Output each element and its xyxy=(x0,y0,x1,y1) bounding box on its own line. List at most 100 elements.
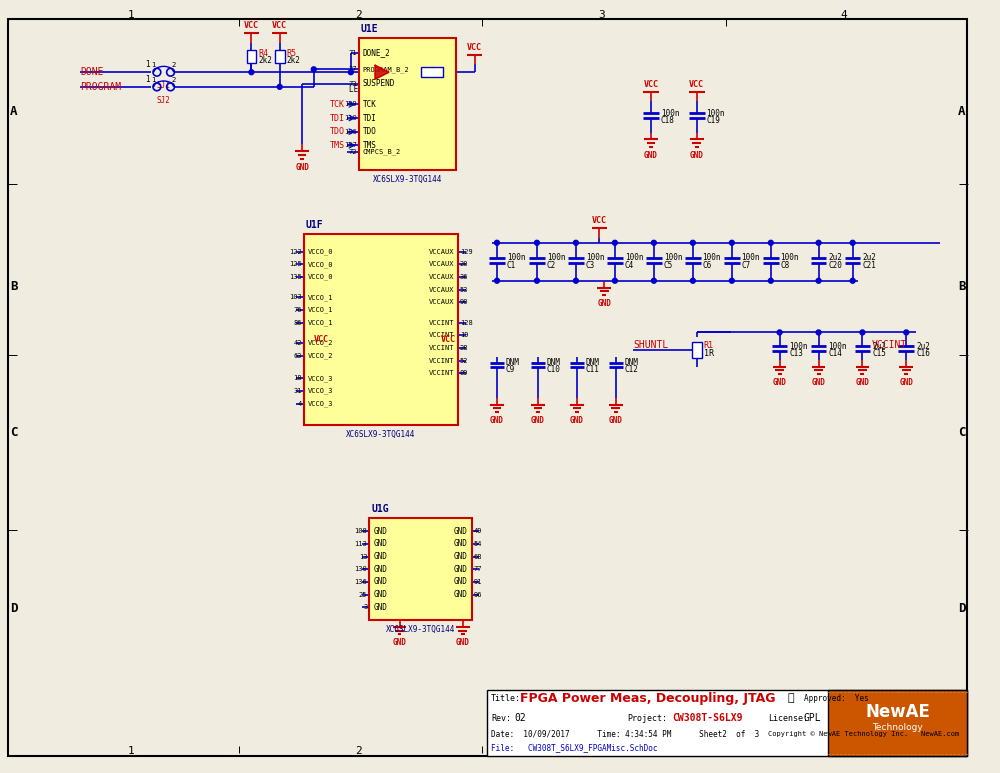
Text: C13: C13 xyxy=(789,349,803,359)
Text: 31: 31 xyxy=(294,388,302,394)
Circle shape xyxy=(612,240,617,245)
Text: Approved:  Yes: Approved: Yes xyxy=(804,694,869,703)
Text: GND: GND xyxy=(373,552,387,561)
Text: 96: 96 xyxy=(474,591,482,598)
Circle shape xyxy=(860,330,865,335)
Text: Project:: Project: xyxy=(628,713,668,723)
Text: VCC: VCC xyxy=(272,22,287,30)
Circle shape xyxy=(816,240,821,245)
Text: SJ2: SJ2 xyxy=(157,96,171,104)
Text: 1R: 1R xyxy=(704,349,714,359)
Text: GND: GND xyxy=(531,416,545,425)
Text: GND: GND xyxy=(454,577,468,587)
Text: Technology: Technology xyxy=(872,723,923,731)
Text: 100n: 100n xyxy=(781,254,799,262)
Text: 54: 54 xyxy=(474,541,482,547)
Text: B: B xyxy=(958,280,966,293)
Circle shape xyxy=(495,240,499,245)
Text: 2: 2 xyxy=(172,77,176,83)
Text: 100n: 100n xyxy=(828,342,847,350)
Text: VCC: VCC xyxy=(314,335,329,344)
Text: GND: GND xyxy=(373,590,387,599)
Text: C9: C9 xyxy=(506,365,515,374)
Text: DONE: DONE xyxy=(80,67,103,77)
Text: Copyright © NewAE Technology Inc.   NewAE.com: Copyright © NewAE Technology Inc. NewAE.… xyxy=(768,731,959,737)
Text: 1: 1 xyxy=(145,75,150,84)
Text: GND: GND xyxy=(373,577,387,587)
Text: C15: C15 xyxy=(872,349,886,359)
Text: GND: GND xyxy=(373,540,387,548)
Text: U1G: U1G xyxy=(371,504,389,513)
Text: DNM: DNM xyxy=(547,358,561,367)
Text: 2: 2 xyxy=(172,63,176,68)
Text: DNM: DNM xyxy=(625,358,639,367)
Text: B: B xyxy=(10,280,17,293)
Text: 130: 130 xyxy=(355,566,367,572)
Text: GND: GND xyxy=(570,416,584,425)
Text: D: D xyxy=(958,601,966,615)
Text: VCCINT: VCCINT xyxy=(429,320,454,325)
Text: 2u2: 2u2 xyxy=(828,254,842,262)
Text: 122: 122 xyxy=(289,248,302,254)
Text: GND: GND xyxy=(456,638,470,648)
Circle shape xyxy=(535,240,539,245)
Text: GND: GND xyxy=(454,565,468,574)
Circle shape xyxy=(768,240,773,245)
Circle shape xyxy=(573,278,578,283)
Circle shape xyxy=(249,70,254,75)
Text: DNM: DNM xyxy=(586,358,600,367)
Text: Date:  10/09/2017      Time: 4:34:54 PM      Sheet2  of  3: Date: 10/09/2017 Time: 4:34:54 PM Sheet2… xyxy=(491,730,759,738)
Text: GND: GND xyxy=(899,378,913,387)
Circle shape xyxy=(311,66,316,72)
Text: VCCO_2: VCCO_2 xyxy=(308,340,333,346)
Text: VCCAUX: VCCAUX xyxy=(429,287,454,292)
Text: VCCO_1: VCCO_1 xyxy=(308,319,333,326)
Text: TDI: TDI xyxy=(363,114,376,122)
Text: 4: 4 xyxy=(841,10,847,20)
Text: C: C xyxy=(10,426,17,439)
Circle shape xyxy=(850,240,855,245)
Text: 36: 36 xyxy=(460,274,468,280)
Text: 100n: 100n xyxy=(664,254,682,262)
Text: PROGRAM_B_2: PROGRAM_B_2 xyxy=(363,66,409,73)
Text: 103: 103 xyxy=(289,295,302,301)
Text: GND: GND xyxy=(373,565,387,574)
Text: VCCAUX: VCCAUX xyxy=(429,261,454,267)
Text: 25: 25 xyxy=(359,591,367,598)
Circle shape xyxy=(729,240,734,245)
Text: 37: 37 xyxy=(348,66,357,73)
Text: TMS: TMS xyxy=(330,141,345,150)
Text: R5: R5 xyxy=(287,49,297,58)
Circle shape xyxy=(690,240,695,245)
Text: 28: 28 xyxy=(460,345,468,351)
Text: 77: 77 xyxy=(474,566,482,572)
Text: 1: 1 xyxy=(128,10,135,20)
Bar xyxy=(359,38,456,169)
Text: U1E: U1E xyxy=(361,24,378,34)
Text: VCCO_3: VCCO_3 xyxy=(308,400,333,407)
Text: VCCO_3: VCCO_3 xyxy=(308,387,333,394)
Text: 100n: 100n xyxy=(707,109,725,117)
Text: 107: 107 xyxy=(344,142,357,148)
Circle shape xyxy=(348,70,353,75)
Text: C8: C8 xyxy=(781,261,790,270)
Circle shape xyxy=(768,278,773,283)
Text: 3: 3 xyxy=(598,747,605,757)
Text: C2: C2 xyxy=(547,261,556,270)
Text: TCK: TCK xyxy=(330,100,345,109)
Text: GND: GND xyxy=(454,552,468,561)
Text: 110: 110 xyxy=(344,115,357,121)
Text: 100n: 100n xyxy=(586,254,604,262)
Circle shape xyxy=(651,278,656,283)
Text: Title:: Title: xyxy=(491,694,521,703)
Text: 86: 86 xyxy=(294,320,302,325)
Text: Rev:: Rev: xyxy=(491,713,511,723)
Text: 72: 72 xyxy=(348,149,357,155)
Text: 106: 106 xyxy=(344,128,357,135)
Text: GND: GND xyxy=(597,299,611,308)
Bar xyxy=(828,690,967,756)
Text: D: D xyxy=(10,601,17,615)
Polygon shape xyxy=(375,66,389,79)
Text: 2k2: 2k2 xyxy=(287,56,300,65)
Text: 109: 109 xyxy=(344,101,357,107)
